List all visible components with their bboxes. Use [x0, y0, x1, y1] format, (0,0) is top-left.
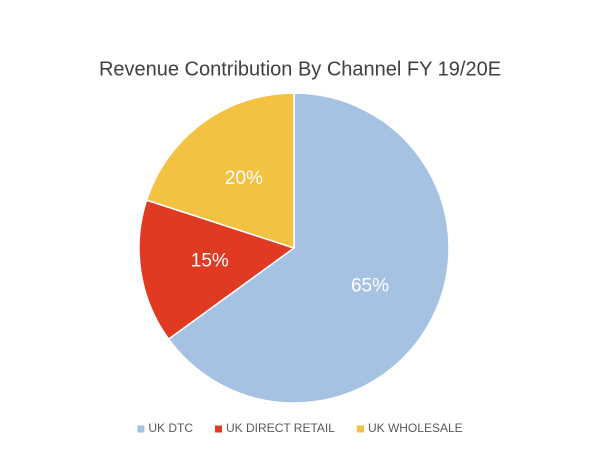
chart-title: Revenue Contribution By Channel FY 19/20… — [99, 58, 501, 80]
legend-swatch — [215, 425, 223, 433]
pie-slice — [145, 92, 295, 250]
pie-slice — [138, 199, 296, 341]
pie-slice — [167, 92, 450, 404]
legend-label: UK WHOLESALE — [368, 421, 463, 435]
data-label: 20% — [225, 168, 263, 189]
data-label: 15% — [191, 250, 229, 271]
legend-label: UK DIRECT RETAIL — [226, 421, 335, 435]
legend-swatch — [356, 425, 364, 433]
data-label: 65% — [351, 276, 389, 297]
legend-swatch — [137, 425, 145, 433]
legend-label: UK DTC — [148, 421, 193, 435]
